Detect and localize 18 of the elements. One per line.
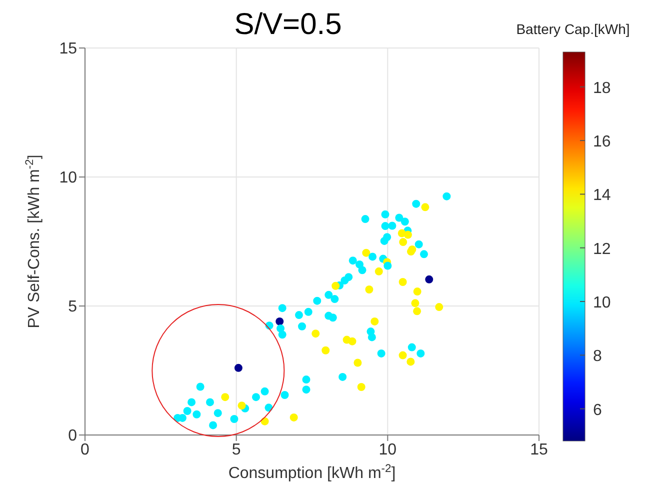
y-tick-label: 0	[68, 428, 78, 445]
color-bar-label: 8	[593, 348, 602, 366]
y-tick-label: 15	[59, 40, 78, 58]
x-tick-label: 5	[232, 441, 241, 458]
color-bar-title: Battery Cap.[kWh]	[516, 21, 630, 37]
color-bar-label: 10	[593, 294, 611, 312]
color-bar-label: 12	[593, 240, 611, 258]
color-bar-label: 18	[593, 80, 611, 97]
x-tick-label: 10	[378, 441, 397, 458]
color-bar-label: 6	[593, 402, 602, 419]
x-tick-label: 15	[530, 441, 548, 458]
x-axis-title: Consumption [kWh m$^{-2}$]	[228, 463, 396, 482]
y-tick-label: 10	[59, 170, 78, 187]
color-bar-label: 14	[593, 187, 611, 204]
chart-title: S/V=0.5	[234, 8, 342, 41]
color-bar-label: 16	[593, 134, 611, 151]
y-tick-label: 5	[68, 298, 78, 316]
x-tick-label: 0	[80, 441, 90, 458]
